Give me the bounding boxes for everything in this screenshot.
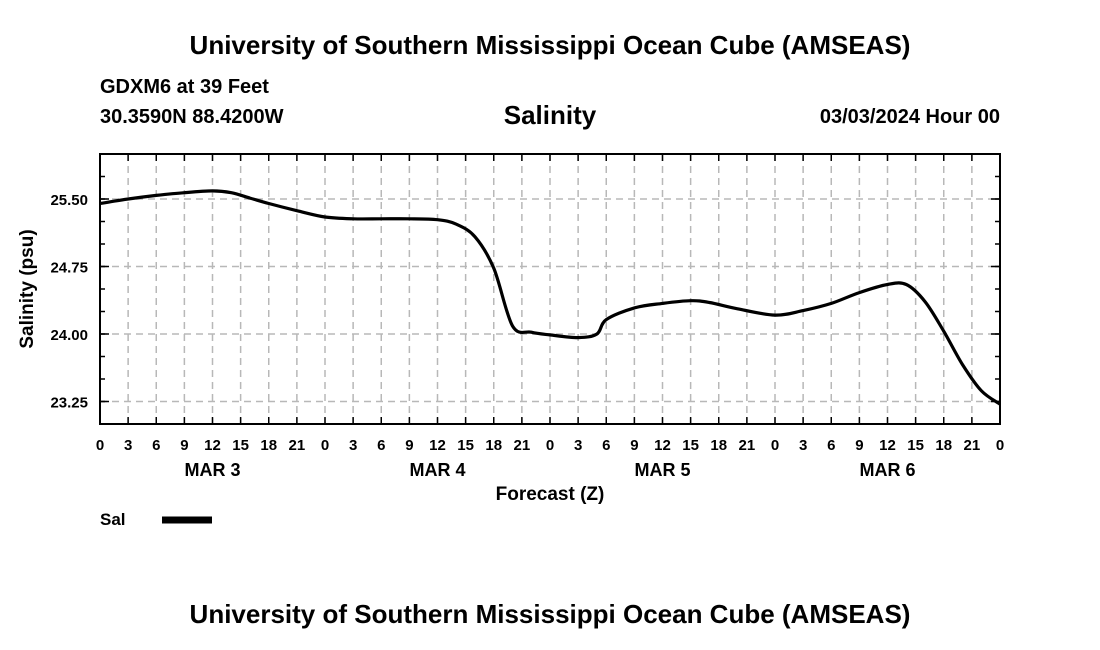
day-label: MAR 6 [859, 460, 915, 480]
x-tick-label: 9 [405, 437, 413, 454]
station-label: GDXM6 at 39 Feet [100, 76, 269, 98]
y-axis-title: Salinity (psu) [17, 229, 38, 348]
day-label: MAR 4 [409, 460, 465, 480]
x-tick-label: 0 [96, 437, 104, 454]
forecast-datetime: 03/03/2024 Hour 00 [819, 106, 1000, 128]
x-tick-label: 15 [907, 437, 924, 454]
x-tick-label: 15 [232, 437, 249, 454]
x-tick-label: 9 [180, 437, 188, 454]
x-tick-label: 21 [739, 437, 756, 454]
page-title: University of Southern Mississippi Ocean… [189, 30, 911, 60]
x-tick-label: 9 [855, 437, 863, 454]
x-tick-label: 21 [964, 437, 981, 454]
x-tick-label: 0 [771, 437, 779, 454]
x-tick-label: 21 [289, 437, 306, 454]
x-tick-label: 12 [204, 437, 221, 454]
x-tick-label: 6 [602, 437, 610, 454]
y-tick-label: 23.25 [50, 395, 88, 412]
day-labels: MAR 3 MAR 4 MAR 5 MAR 6 [184, 460, 915, 480]
x-tick-label: 18 [485, 437, 502, 454]
x-tick-label: 9 [630, 437, 638, 454]
x-axis-title: Forecast (Z) [496, 484, 605, 505]
series-line-sal [99, 189, 1001, 406]
chart-title: Salinity [503, 100, 597, 130]
x-tick-label: 18 [710, 437, 727, 454]
plot-frame [99, 153, 1001, 425]
x-tick-label: 18 [260, 437, 277, 454]
x-tick-label: 15 [682, 437, 699, 454]
x-tick-label: 6 [152, 437, 160, 454]
y-tick-label: 25.50 [50, 192, 88, 209]
x-tick-label: 0 [321, 437, 329, 454]
footer-title: University of Southern Mississippi Ocean… [189, 599, 911, 629]
x-tick-labels: 0 3 6 9 12 15 18 21 0 3 6 9 12 15 18 21 0 3 6 9 12 15 18 21 0 3 6 9… [96, 437, 1004, 454]
x-tick-label: 12 [654, 437, 671, 454]
day-label: MAR 3 [184, 460, 240, 480]
x-tick-label: 6 [827, 437, 835, 454]
y-tick-label: 24.75 [50, 260, 88, 277]
x-tick-label: 15 [457, 437, 474, 454]
day-label: MAR 5 [634, 460, 690, 480]
x-tick-label: 12 [879, 437, 896, 454]
x-tick-label: 21 [514, 437, 531, 454]
x-tick-label: 3 [799, 437, 807, 454]
series-group [99, 189, 1001, 406]
x-tick-label: 3 [124, 437, 132, 454]
x-tick-label: 0 [996, 437, 1004, 454]
station-coordinates: 30.3590N 88.4200W [100, 106, 284, 128]
y-tick-label: 24.00 [50, 327, 88, 344]
x-tick-label: 18 [935, 437, 952, 454]
y-tick-labels: 23.25 24.00 24.75 25.50 [50, 192, 88, 412]
x-tick-label: 6 [377, 437, 385, 454]
x-tick-label: 3 [349, 437, 357, 454]
x-tick-label: 3 [574, 437, 582, 454]
x-tick-label: 12 [429, 437, 446, 454]
x-tick-label: 0 [546, 437, 554, 454]
legend-label: Sal [100, 510, 126, 529]
